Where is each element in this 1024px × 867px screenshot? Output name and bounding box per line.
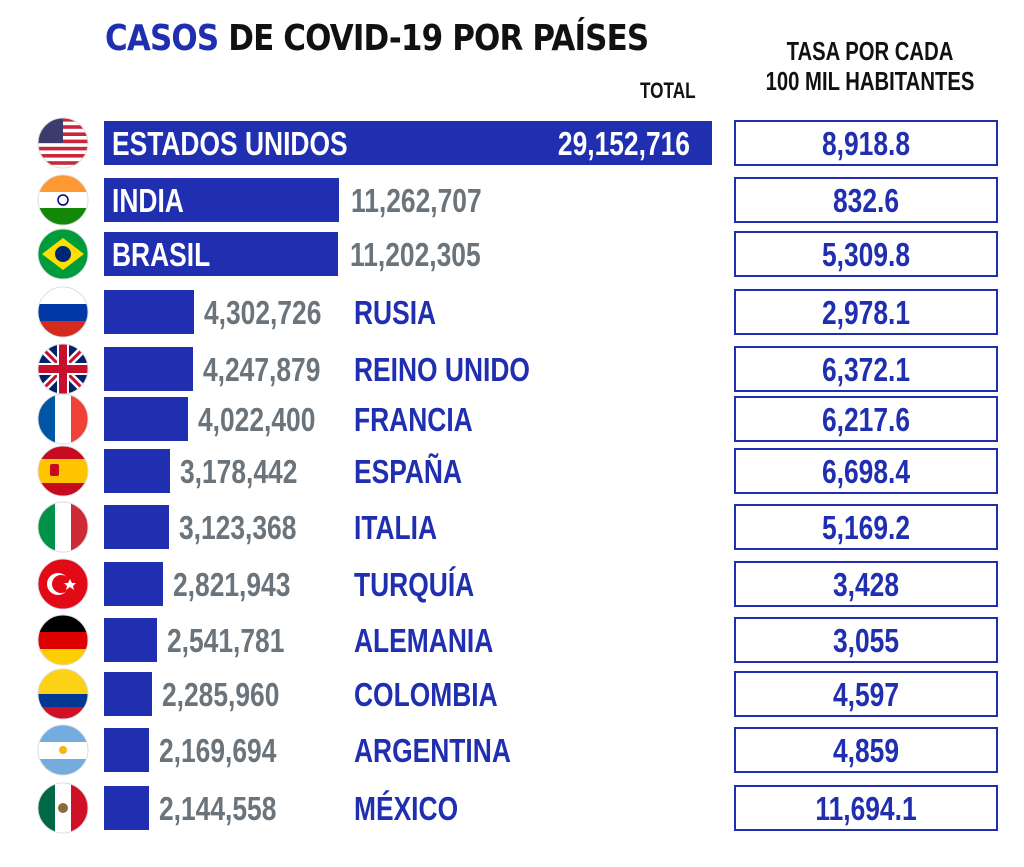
category-label: TURQUÍA — [354, 566, 474, 604]
bar — [104, 618, 157, 662]
flag-argentina-icon — [38, 725, 88, 775]
value-label: 2,169,694 — [159, 733, 277, 769]
category-label: MÉXICO — [354, 790, 458, 828]
category-label: ESPAÑA — [354, 453, 462, 491]
value-label: 4,302,726 — [204, 295, 321, 331]
rate-label: 6,372.1 — [822, 352, 910, 388]
flag-outline — [37, 724, 89, 776]
category-label: BRASIL — [112, 237, 210, 273]
bar — [104, 121, 712, 165]
flag-russia-icon — [38, 287, 88, 337]
bar — [104, 728, 149, 772]
flag-italy-icon — [38, 502, 88, 552]
total-header: TOTAL — [640, 78, 696, 103]
flag-outline — [37, 117, 89, 169]
flag-brazil-icon — [38, 229, 88, 279]
flag-outline — [37, 228, 89, 280]
value-label: 4,022,400 — [198, 402, 315, 438]
value-label: 2,285,960 — [162, 677, 279, 713]
rate-box — [734, 671, 998, 717]
value-label: 2,144,558 — [159, 791, 276, 827]
rate-label: 6,698.4 — [822, 454, 910, 490]
rate-label: 4,859 — [833, 733, 899, 769]
flag-uk-icon — [38, 344, 88, 394]
rate-label: 5,309.8 — [822, 237, 910, 273]
rate-header-line2: 100 MIL HABITANTES — [765, 66, 975, 96]
bar — [104, 290, 194, 334]
value-label: 4,247,879 — [203, 352, 320, 388]
flag-outline — [37, 393, 89, 445]
category-label: FRANCIA — [354, 402, 473, 438]
rate-box — [734, 448, 998, 494]
category-label: INDIA — [112, 183, 184, 219]
rate-box — [734, 231, 998, 277]
flag-germany-icon — [38, 615, 88, 665]
bar — [104, 562, 163, 606]
rate-box — [734, 289, 998, 335]
flag-outline — [37, 501, 89, 553]
chart-title: CASOS DE COVID-19 POR PAÍSES — [105, 18, 649, 59]
rate-label: 3,428 — [833, 567, 899, 603]
value-label: 11,202,305 — [350, 237, 481, 273]
value-label: 29,152,716 — [558, 126, 690, 162]
bar — [104, 178, 339, 222]
bar — [104, 672, 152, 716]
rate-box — [734, 561, 998, 607]
rate-label: 832.6 — [833, 183, 899, 219]
category-label: ARGENTINA — [354, 733, 511, 769]
value-label: 3,123,368 — [179, 510, 296, 546]
flag-outline — [37, 286, 89, 338]
flag-india-icon — [38, 175, 88, 225]
category-label: ALEMANIA — [354, 623, 493, 659]
bar — [104, 232, 338, 276]
rate-box — [734, 617, 998, 663]
rate-label: 11,694.1 — [815, 791, 916, 827]
flag-outline — [37, 782, 89, 834]
bar — [104, 505, 169, 549]
flag-outline — [37, 614, 89, 666]
flag-spain-icon — [38, 446, 88, 496]
rate-box — [734, 785, 998, 831]
flag-outline — [37, 174, 89, 226]
rate-box — [734, 504, 998, 550]
rate-label: 8,918.8 — [822, 126, 910, 162]
title-accent: CASOS — [105, 18, 219, 59]
rate-label: 2,978.1 — [822, 295, 910, 331]
rate-box — [734, 346, 998, 392]
bar — [104, 786, 149, 830]
flag-outline — [37, 558, 89, 610]
flag-france-icon — [38, 394, 88, 444]
category-label: ITALIA — [354, 510, 437, 546]
bar — [104, 397, 188, 441]
bar — [104, 347, 193, 391]
flag-outline — [37, 445, 89, 497]
category-label: RUSIA — [354, 295, 436, 331]
rate-box — [734, 120, 998, 166]
rate-box — [734, 396, 998, 442]
flag-usa-icon — [38, 118, 88, 168]
category-label: REINO UNIDO — [354, 352, 530, 388]
category-label: ESTADOS UNIDOS — [112, 126, 348, 162]
flag-mexico-icon — [38, 783, 88, 833]
value-label: 2,541,781 — [167, 623, 284, 659]
rate-label: 3,055 — [833, 623, 899, 659]
flag-outline — [37, 668, 89, 720]
value-label: 2,821,943 — [173, 567, 290, 603]
flag-turkey-icon — [38, 559, 88, 609]
value-label: 11,262,707 — [351, 183, 482, 219]
rate-box — [734, 727, 998, 773]
rate-label: 6,217.6 — [822, 402, 910, 438]
rate-label: 5,169.2 — [822, 510, 910, 546]
category-label: COLOMBIA — [354, 677, 498, 713]
rate-label: 4,597 — [833, 677, 899, 713]
title-rest: DE COVID-19 POR PAÍSES — [218, 18, 649, 59]
rate-header-line1: TASA POR CADA — [786, 36, 954, 66]
value-label: 3,178,442 — [180, 454, 297, 490]
bar — [104, 449, 170, 493]
rate-header: TASA POR CADA 100 MIL HABITANTES — [737, 36, 1002, 96]
rate-box — [734, 177, 998, 223]
